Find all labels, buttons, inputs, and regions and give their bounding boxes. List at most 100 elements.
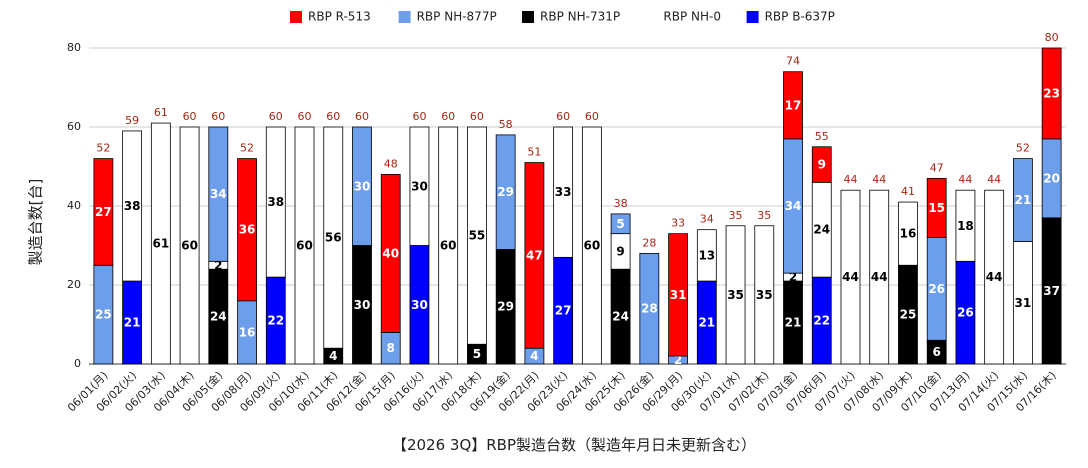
total-label: 41 — [901, 185, 915, 198]
segment-label: 2 — [674, 353, 682, 367]
segment-label: 8 — [387, 341, 395, 355]
segment-label: 5 — [473, 347, 481, 361]
total-label: 60 — [269, 110, 283, 123]
segment-label: 17 — [785, 98, 802, 112]
segment-label: 30 — [354, 298, 371, 312]
total-label: 60 — [298, 110, 312, 123]
bar-segment — [553, 126, 574, 258]
total-label: 48 — [384, 157, 398, 170]
segment-label: 24 — [813, 223, 830, 237]
segment-label: 21 — [124, 316, 141, 330]
segment-label: 60 — [440, 239, 457, 253]
bar-segment — [639, 252, 660, 365]
legend-swatch — [645, 11, 658, 23]
segment-label: 4 — [329, 349, 337, 363]
total-label: 59 — [125, 114, 139, 127]
segment-label: 18 — [957, 219, 974, 233]
segment-label: 9 — [616, 244, 624, 258]
total-label: 35 — [757, 209, 771, 222]
legend-label: RBP NH-0 — [663, 10, 721, 24]
bar-segment — [409, 126, 430, 246]
total-label: 38 — [614, 197, 628, 210]
bar-segment — [696, 229, 717, 282]
legend-swatch — [522, 11, 534, 23]
segment-label: 47 — [526, 248, 543, 262]
total-label: 33 — [671, 217, 685, 230]
bar-segment — [237, 158, 257, 302]
segment-label: 25 — [900, 308, 917, 322]
total-label: 34 — [700, 213, 714, 226]
segment-label: 28 — [641, 302, 658, 316]
total-label: 52 — [1016, 142, 1030, 155]
bar-segment — [323, 126, 344, 349]
bar-segment — [869, 189, 890, 365]
bar-segment — [467, 126, 487, 345]
segment-label: 60 — [584, 239, 601, 253]
bar-segment — [783, 71, 803, 140]
bar-segment — [1012, 158, 1033, 242]
bar-segment — [811, 146, 832, 183]
segment-label: 25 — [95, 308, 112, 322]
y-axis-ticks: 0 20 40 60 80 — [67, 41, 81, 370]
legend-label: RBP NH-877P — [417, 10, 497, 24]
total-label: 60 — [556, 110, 570, 123]
segment-label: 38 — [267, 195, 284, 209]
total-label: 61 — [154, 106, 168, 119]
segment-label: 30 — [411, 298, 428, 312]
total-label: 60 — [470, 110, 484, 123]
segment-label: 34 — [210, 187, 227, 201]
legend-label: RBP R-513 — [308, 10, 371, 24]
bar-segment — [93, 158, 114, 266]
y-tick-label: 20 — [67, 278, 81, 291]
bar-segment — [150, 122, 171, 365]
segment-label: 30 — [354, 179, 371, 193]
segment-label: 15 — [928, 201, 945, 215]
total-label: 60 — [326, 110, 340, 123]
total-label: 35 — [729, 209, 743, 222]
segment-label: 27 — [555, 304, 572, 318]
segment-label: 22 — [267, 314, 284, 328]
segment-label: 9 — [818, 158, 826, 172]
bar-segment — [754, 225, 775, 365]
segment-label: 4 — [530, 349, 538, 363]
segment-label: 60 — [296, 239, 313, 253]
total-label: 60 — [183, 110, 197, 123]
total-label: 60 — [412, 110, 426, 123]
segment-label: 31 — [670, 288, 687, 302]
segment-label: 34 — [785, 199, 802, 213]
segment-label: 44 — [986, 270, 1003, 284]
total-label: 44 — [843, 173, 857, 186]
bar-segment — [1041, 47, 1062, 140]
bar-segment — [524, 162, 545, 349]
bar-segment — [668, 233, 688, 357]
segment-label: 22 — [813, 314, 830, 328]
total-label: 60 — [585, 110, 599, 123]
segment-label: 31 — [1015, 296, 1032, 310]
bar-segment — [840, 189, 861, 365]
legend-swatch — [290, 11, 302, 23]
total-label: 60 — [355, 110, 369, 123]
total-label: 52 — [96, 142, 110, 155]
bar-segment — [955, 189, 976, 262]
segment-label: 16 — [900, 227, 917, 241]
segment-label: 33 — [555, 185, 572, 199]
segment-label: 2 — [789, 270, 797, 284]
bar-segment — [610, 213, 631, 235]
legend-label: RBP NH-731P — [540, 10, 620, 24]
segment-label: 13 — [698, 248, 715, 262]
segment-label: 24 — [210, 310, 227, 324]
bar-segment — [294, 126, 315, 365]
segment-label: 16 — [239, 325, 256, 339]
segment-label: 23 — [1043, 86, 1060, 100]
segment-label: 21 — [785, 316, 802, 330]
bar-segment — [984, 189, 1005, 365]
bar-segment — [898, 201, 918, 266]
segment-label: 29 — [497, 185, 514, 199]
segment-label: 44 — [871, 270, 888, 284]
total-label: 60 — [441, 110, 455, 123]
bar-segment — [179, 126, 200, 365]
segment-label: 27 — [95, 205, 112, 219]
segment-label: 38 — [124, 199, 141, 213]
y-tick-label: 40 — [67, 199, 81, 212]
